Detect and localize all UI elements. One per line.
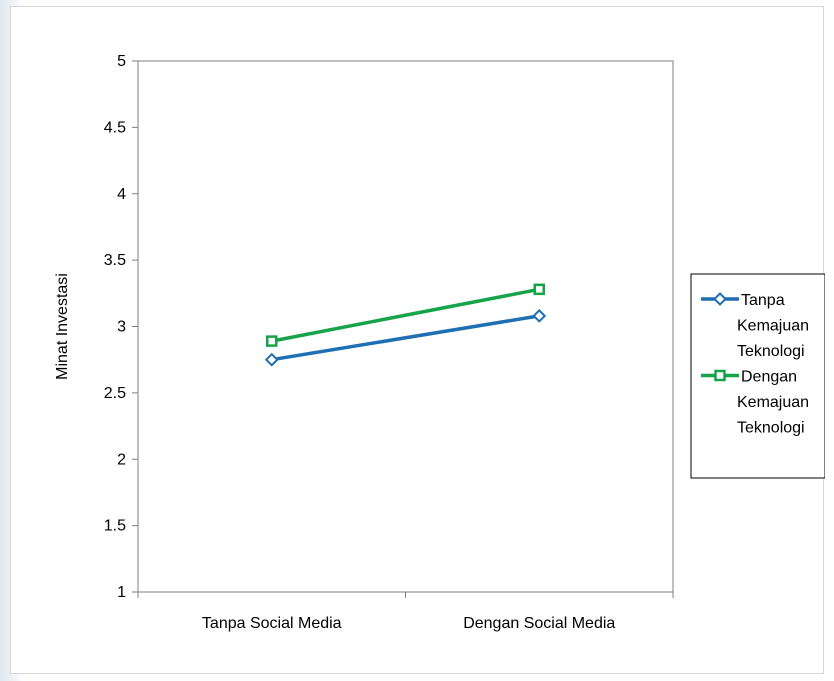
series-2-point xyxy=(266,335,278,347)
legend-entry-text: Tanpa xyxy=(741,292,785,309)
legend-entry-text: Kemajuan xyxy=(737,318,809,335)
legend-swatch-marker xyxy=(714,369,726,382)
plot-border xyxy=(137,60,674,593)
series-2-point xyxy=(533,283,545,296)
plot-area: 1 1.5 2 2.5 3 3.5 4 4.5 5 Tanpa Social Media Denga… xyxy=(104,53,674,632)
y-tick-label: 3 xyxy=(117,319,126,336)
series-line-2 xyxy=(271,287,540,343)
y-tick-label: 1 xyxy=(117,584,126,601)
legend-entry-text: Kemajuan xyxy=(737,394,809,411)
y-tick-label: 5 xyxy=(117,53,126,70)
x-tick-label: Dengan Social Media xyxy=(463,615,615,632)
y-tick-label: 3.5 xyxy=(104,252,126,269)
series-line-1 xyxy=(271,314,540,362)
chart-frame: 1 1.5 2 2.5 3 3.5 4 4.5 5 Tanpa Social Media Denga… xyxy=(10,6,825,674)
y-tick-label: 1.5 xyxy=(104,518,126,535)
series-1-point xyxy=(264,352,279,367)
y-tick-label: 4.5 xyxy=(104,119,126,136)
y-tick-label: 2 xyxy=(117,451,126,468)
series-1-point xyxy=(532,308,547,323)
legend-entry-text: Dengan xyxy=(741,369,797,386)
y-tick-label: 2.5 xyxy=(104,385,126,402)
legend-entry-text: Teknologi xyxy=(737,420,805,437)
y-tick-label: 4 xyxy=(117,186,126,203)
legend-swatch-marker xyxy=(713,292,727,306)
legend: Tanpa Kemajuan Teknologi Dengan Kemajuan Tekn… xyxy=(690,273,825,479)
y-axis-title: Minat Investasi xyxy=(54,273,71,380)
x-tick-label: Tanpa Social Media xyxy=(202,615,342,632)
line-chart: 1 1.5 2 2.5 3 3.5 4 4.5 5 Tanpa Social Media Denga… xyxy=(54,53,825,632)
legend-entry-text: Teknologi xyxy=(737,343,805,360)
